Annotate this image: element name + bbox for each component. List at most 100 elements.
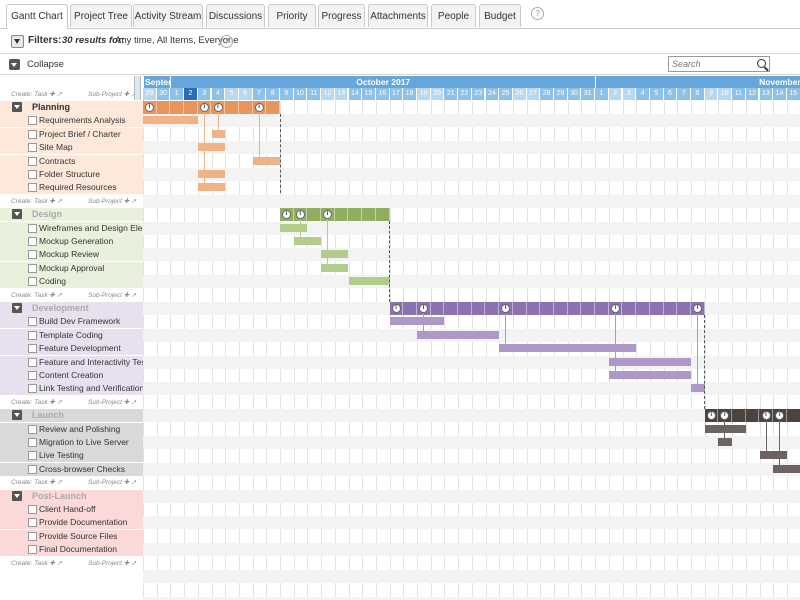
- task-row[interactable]: Review and Polishing: [0, 422, 143, 436]
- timeline-day[interactable]: 8: [691, 88, 705, 100]
- group-summary-bar[interactable]: [280, 208, 390, 222]
- task-row[interactable]: Contracts: [0, 154, 143, 168]
- timeline-day[interactable]: 14: [348, 88, 363, 100]
- timeline-day[interactable]: 13: [759, 88, 774, 100]
- timeline-day[interactable]: 30: [567, 88, 582, 100]
- timeline-day[interactable]: 28: [540, 88, 554, 100]
- timeline-day[interactable]: 29: [554, 88, 568, 100]
- timeline-day[interactable]: 6: [238, 88, 253, 100]
- create-subproject-link[interactable]: Sub-Project ✚ ➚: [88, 291, 137, 299]
- tab-project-tree[interactable]: Project Tree: [70, 4, 132, 27]
- filter-criteria[interactable]: Any time, All Items, Everyone: [115, 35, 239, 46]
- create-task-link[interactable]: Create: Task ✚ ➚: [11, 398, 63, 406]
- task-checkbox[interactable]: [28, 344, 37, 354]
- task-name[interactable]: Mockup Review: [39, 249, 99, 260]
- timeline-day[interactable]: 21: [444, 88, 459, 100]
- task-row[interactable]: Site Map: [0, 141, 143, 155]
- task-row[interactable]: Client Hand-off: [0, 503, 143, 516]
- timeline-day[interactable]: 4: [636, 88, 650, 100]
- group-post-launch[interactable]: Post-Launch: [0, 489, 143, 503]
- task-bar[interactable]: [197, 183, 226, 192]
- task-name[interactable]: Feature and Interactivity Testi: [39, 356, 144, 367]
- task-name[interactable]: Provide Source Files: [39, 530, 118, 541]
- info-icon[interactable]: i: [199, 103, 209, 112]
- info-icon[interactable]: i: [282, 210, 291, 220]
- task-name[interactable]: Cross-browser Checks: [39, 463, 125, 474]
- collapse-button[interactable]: Collapse: [27, 59, 64, 70]
- timeline-day[interactable]: 14: [773, 88, 787, 100]
- timeline-day[interactable]: 26: [512, 88, 527, 100]
- tab-priority[interactable]: Priority: [268, 4, 316, 27]
- group-development[interactable]: Development: [0, 302, 143, 315]
- create-task-link[interactable]: Create: Task ✚ ➚: [11, 559, 63, 567]
- task-row[interactable]: Live Testing: [0, 449, 143, 463]
- info-icon[interactable]: i: [706, 411, 716, 421]
- group-toggle-icon[interactable]: [12, 209, 22, 220]
- task-row[interactable]: Provide Source Files: [0, 529, 143, 543]
- task-name[interactable]: Template Coding: [39, 329, 103, 340]
- task-name[interactable]: Migration to Live Server: [39, 437, 129, 447]
- task-name[interactable]: Wireframes and Design Elem: [39, 222, 144, 233]
- task-bar[interactable]: [718, 438, 733, 446]
- create-subproject-link[interactable]: Sub-Project ✚ ➚: [88, 398, 137, 406]
- task-checkbox[interactable]: [28, 183, 37, 193]
- tab-activity-stream[interactable]: Activity Stream: [133, 4, 203, 27]
- task-name[interactable]: Review and Polishing: [39, 423, 121, 434]
- task-bar[interactable]: [608, 357, 691, 366]
- timeline-day[interactable]: 23: [471, 88, 486, 100]
- task-row[interactable]: Folder Structure: [0, 168, 143, 181]
- tabs-help-icon[interactable]: ?: [531, 7, 544, 20]
- task-checkbox[interactable]: [28, 451, 37, 461]
- task-name[interactable]: Mockup Approval: [39, 262, 105, 273]
- group-summary-bar[interactable]: [704, 409, 800, 423]
- info-icon[interactable]: i: [761, 411, 771, 421]
- task-row[interactable]: Final Documentation: [0, 543, 143, 557]
- task-bar[interactable]: [293, 237, 322, 245]
- timeline-day[interactable]: 17: [389, 88, 404, 100]
- task-name[interactable]: Required Resources: [39, 182, 117, 193]
- create-subproject-link[interactable]: Sub-Project ✚ ➚: [88, 479, 137, 487]
- task-row[interactable]: Template Coding: [0, 328, 143, 342]
- task-row[interactable]: Feature and Interactivity Testi: [0, 355, 144, 369]
- task-checkbox[interactable]: [28, 371, 37, 380]
- task-checkbox[interactable]: [28, 237, 37, 246]
- info-icon[interactable]: i: [610, 304, 620, 313]
- create-task-link[interactable]: Create: Task ✚ ➚: [11, 291, 63, 299]
- timeline-day[interactable]: 1: [595, 88, 609, 100]
- timeline-day[interactable]: 19: [417, 88, 431, 100]
- group-planning[interactable]: Planning: [0, 101, 143, 114]
- info-icon[interactable]: i: [391, 304, 401, 313]
- task-row[interactable]: Requirements Analysis: [0, 114, 143, 128]
- task-checkbox[interactable]: [28, 438, 37, 447]
- task-bar[interactable]: [321, 263, 349, 272]
- tab-attachments[interactable]: Attachments: [368, 4, 428, 27]
- task-row[interactable]: Mockup Review: [0, 248, 143, 262]
- timeline-day[interactable]: 13: [334, 88, 349, 100]
- tab-people[interactable]: People: [431, 4, 476, 27]
- task-checkbox[interactable]: [28, 116, 37, 126]
- task-row[interactable]: Required Resources: [0, 181, 143, 195]
- task-row[interactable]: Migration to Live Server: [0, 436, 143, 449]
- task-bar[interactable]: [197, 143, 226, 152]
- create-task-link[interactable]: Create: Task ✚ ➚: [11, 479, 63, 487]
- create-task-link[interactable]: Create: Task ✚ ➚: [11, 197, 63, 205]
- timeline-day[interactable]: 27: [526, 88, 541, 100]
- task-checkbox[interactable]: [28, 518, 37, 528]
- timeline-day[interactable]: 5: [225, 88, 239, 100]
- info-icon[interactable]: i: [213, 103, 223, 112]
- timeline-day[interactable]: 4: [211, 88, 226, 100]
- task-checkbox[interactable]: [28, 464, 37, 474]
- tab-discussions[interactable]: Discussions: [206, 4, 265, 27]
- collapse-icon[interactable]: [9, 59, 20, 70]
- task-name[interactable]: Feature Development: [39, 343, 121, 354]
- timeline-day[interactable]: 2: [184, 88, 198, 100]
- task-bar[interactable]: [389, 317, 445, 326]
- task-row[interactable]: Content Creation: [0, 369, 143, 382]
- task-bar[interactable]: [759, 451, 787, 460]
- task-bar[interactable]: [608, 371, 691, 379]
- task-name[interactable]: Folder Structure: [39, 169, 100, 179]
- info-icon[interactable]: i: [323, 210, 333, 220]
- task-checkbox[interactable]: [28, 317, 37, 327]
- task-bar[interactable]: [348, 277, 390, 286]
- filters-help-icon[interactable]: ?: [220, 35, 233, 48]
